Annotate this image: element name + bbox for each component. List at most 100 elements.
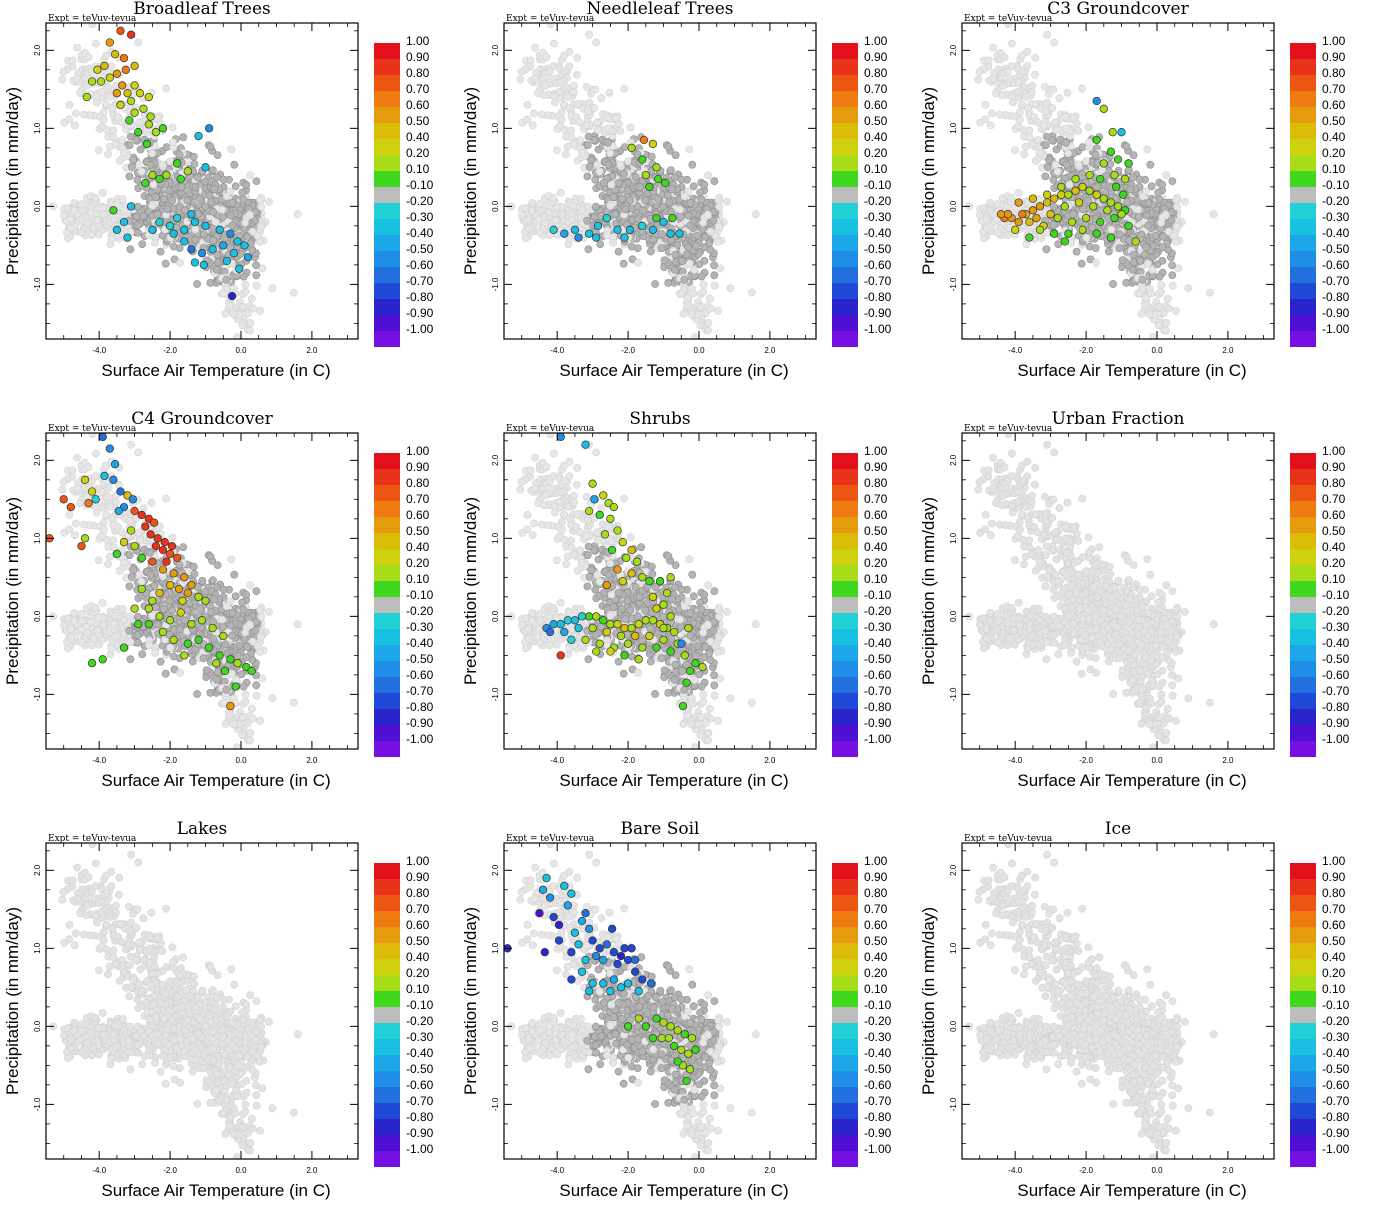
data-point [603, 214, 611, 222]
colorbar-swatch [832, 251, 858, 267]
background-point [1032, 54, 1039, 61]
background-point [1156, 196, 1163, 203]
background-point [1135, 206, 1142, 213]
colorbar-label: -0.20 [864, 194, 892, 208]
data-point [156, 175, 164, 183]
data-point [244, 253, 252, 261]
colorbar-swatch [1290, 235, 1316, 251]
data-point [653, 214, 661, 222]
background-point [518, 68, 525, 75]
data-point [97, 78, 105, 86]
background-point [229, 199, 236, 206]
background-point [107, 93, 114, 100]
background-point [169, 124, 176, 131]
data-point [676, 230, 684, 238]
background-point [247, 172, 254, 179]
data-point [106, 39, 114, 47]
colorbar-swatch [832, 107, 858, 123]
background-point [700, 219, 707, 226]
background-point [1011, 147, 1018, 154]
background-point [253, 262, 260, 269]
background-point [66, 101, 73, 108]
background-point [190, 153, 197, 160]
data-point [198, 249, 206, 257]
background-point [1046, 156, 1053, 163]
background-point [1078, 260, 1085, 267]
data-point [1019, 210, 1027, 218]
background-point [1119, 257, 1126, 264]
background-point [586, 31, 593, 38]
background-point [658, 231, 665, 238]
colorbar-swatch [1290, 107, 1316, 123]
background-point [522, 205, 529, 212]
y-axis-label: Precipitation (in mm/day) [461, 87, 480, 275]
data-point [120, 218, 128, 226]
data-point [594, 222, 602, 230]
background-point [716, 203, 723, 210]
colorbar-label: -1.00 [406, 322, 434, 336]
data-point [188, 246, 196, 254]
background-point [576, 119, 583, 126]
background-point [627, 124, 634, 131]
background-point [1083, 158, 1090, 165]
background-point [524, 101, 531, 108]
background-point [71, 207, 78, 214]
background-point [239, 189, 246, 196]
background-point [248, 295, 255, 302]
background-point [1129, 174, 1136, 181]
background-point [669, 186, 676, 193]
background-point [1025, 104, 1032, 111]
data-point [170, 230, 178, 238]
background-point [1181, 198, 1188, 205]
colorbar-label: -0.70 [406, 274, 434, 288]
data-point [191, 218, 199, 226]
colorbar-label: -1.00 [1322, 322, 1350, 336]
background-point [687, 199, 694, 206]
background-point [64, 205, 71, 212]
background-point [561, 68, 568, 75]
data-point [1109, 128, 1117, 136]
background-point [529, 122, 536, 129]
background-point [604, 113, 611, 120]
y-tick-label: -1.0 [33, 277, 42, 291]
colorbar-label: -0.30 [1322, 210, 1350, 224]
background-point [252, 217, 259, 224]
y-tick-label: 2.0 [949, 44, 958, 56]
background-point [242, 288, 249, 295]
background-point [135, 229, 142, 236]
colorbar-label: -0.60 [406, 258, 434, 272]
colorbar-swatch [832, 91, 858, 107]
background-point [230, 311, 237, 318]
background-point [577, 195, 584, 202]
background-point [664, 192, 671, 199]
background-point [727, 285, 734, 292]
background-point [532, 44, 539, 51]
background-point [71, 199, 78, 206]
background-point [1085, 139, 1092, 146]
background-point [536, 229, 543, 236]
data-point [152, 128, 160, 136]
background-point [636, 183, 643, 190]
colorbar-label: 1.00 [1322, 34, 1346, 48]
data-point [120, 54, 128, 62]
background-point [1142, 244, 1149, 251]
background-point [169, 197, 176, 204]
colorbar-label: -0.80 [406, 290, 434, 304]
background-point [710, 217, 717, 224]
data-point [653, 164, 661, 172]
data-point [101, 62, 109, 70]
data-point [1111, 214, 1119, 222]
background-point [990, 75, 997, 82]
background-point [1026, 134, 1033, 141]
background-point [231, 161, 238, 168]
data-point [195, 132, 203, 140]
background-point [140, 213, 147, 220]
data-point [131, 109, 139, 117]
background-point [1163, 319, 1170, 326]
data-point [117, 101, 125, 109]
data-point [220, 242, 228, 250]
background-point [269, 285, 276, 292]
background-point [1093, 259, 1100, 266]
background-point [994, 229, 1001, 236]
